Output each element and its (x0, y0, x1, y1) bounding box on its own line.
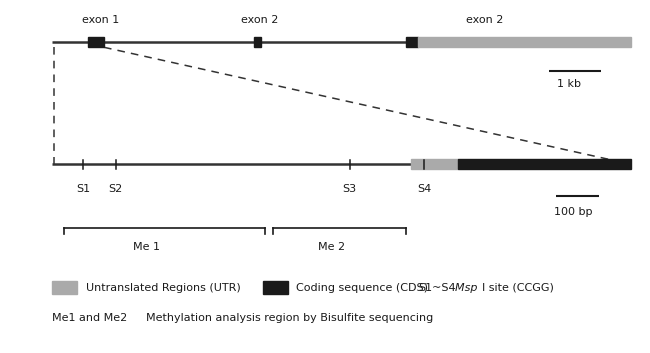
Text: Methylation analysis region by Bisulfite sequencing: Methylation analysis region by Bisulfite… (146, 313, 434, 323)
Bar (52, 281, 77, 294)
Text: S1~S4: S1~S4 (418, 283, 456, 293)
Bar (411, 159, 458, 169)
Text: S1: S1 (76, 184, 90, 193)
Text: exon 1: exon 1 (82, 15, 120, 25)
Text: S4: S4 (417, 184, 432, 193)
Bar (418, 37, 630, 47)
Text: Me1 and Me2: Me1 and Me2 (52, 313, 127, 323)
Text: Me 2: Me 2 (318, 242, 345, 252)
Text: I site (CCGG): I site (CCGG) (482, 283, 554, 293)
Text: Coding sequence (CDS): Coding sequence (CDS) (296, 283, 428, 293)
Text: Untranslated Regions (UTR): Untranslated Regions (UTR) (86, 283, 240, 293)
Text: 1 kb: 1 kb (557, 79, 580, 89)
Text: exon 2: exon 2 (241, 15, 279, 25)
Text: Me 1: Me 1 (133, 242, 160, 252)
Text: S2: S2 (109, 184, 123, 193)
Text: 100 bp: 100 bp (554, 207, 593, 216)
Bar (88, 37, 104, 47)
Text: exon 2: exon 2 (465, 15, 503, 25)
Text: Msp: Msp (448, 283, 478, 293)
Bar (254, 37, 261, 47)
Bar (263, 281, 288, 294)
Text: S3: S3 (343, 184, 357, 193)
Bar (406, 37, 418, 47)
Bar (458, 159, 630, 169)
